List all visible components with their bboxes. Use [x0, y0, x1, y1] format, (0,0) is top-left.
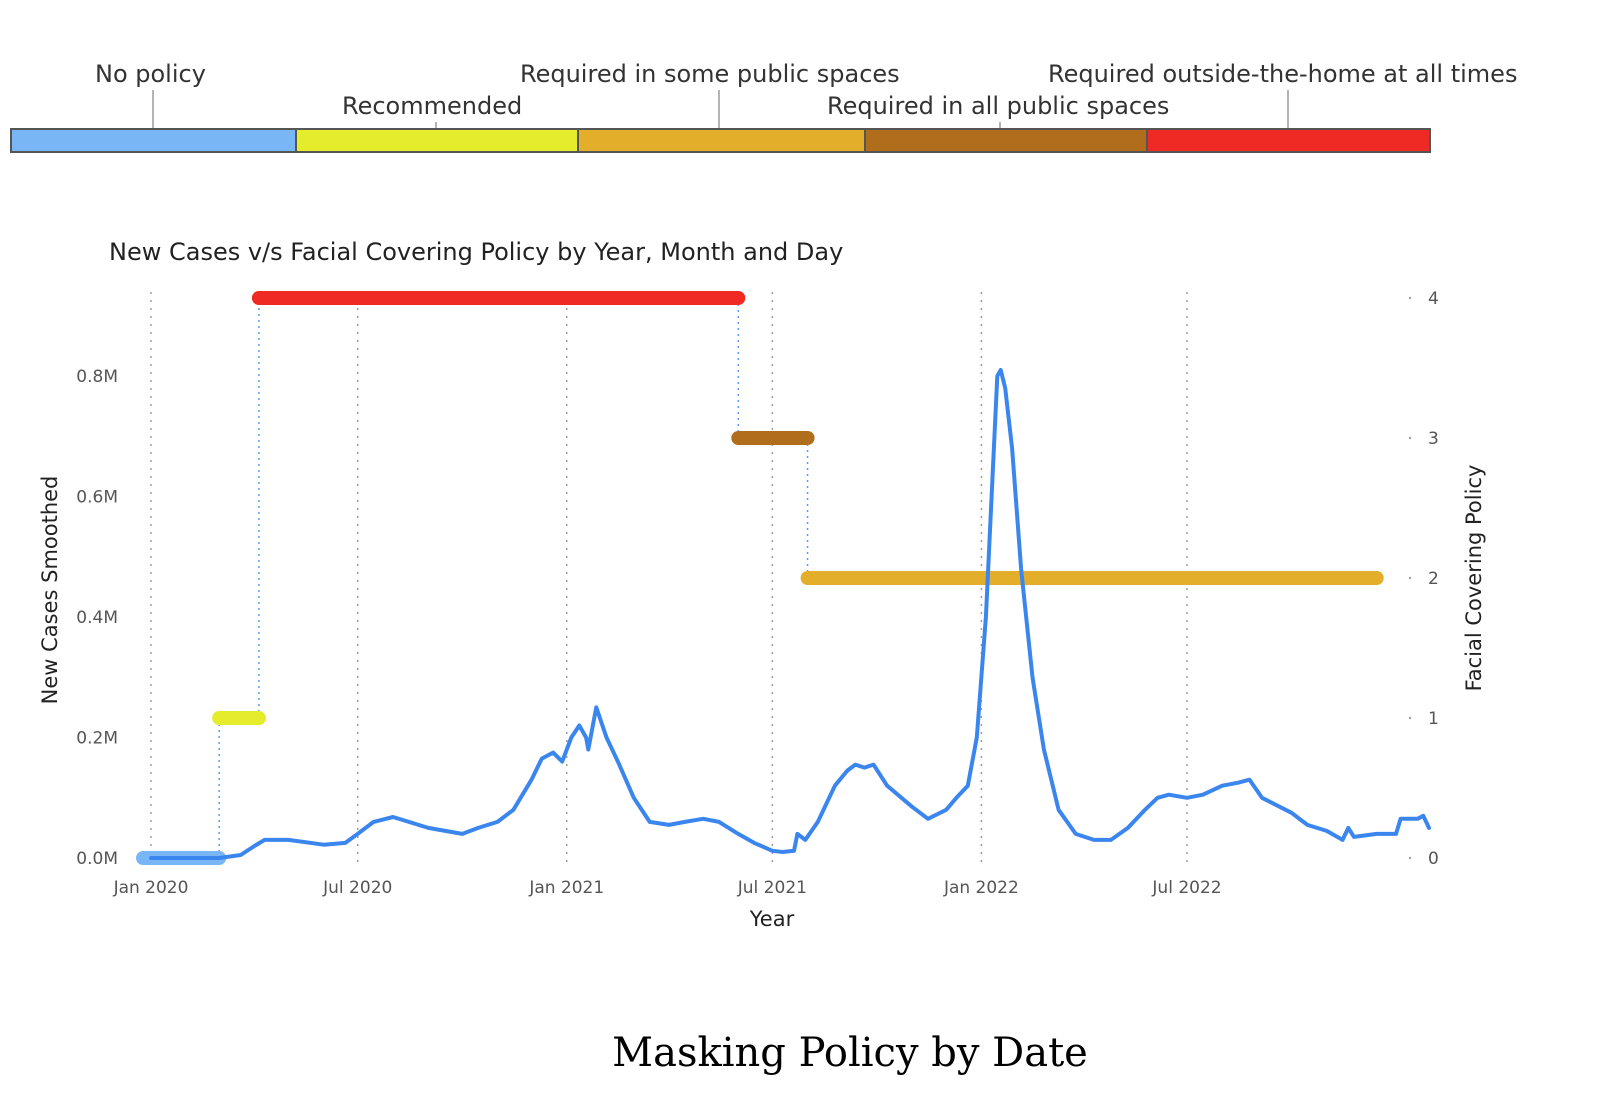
legend-label: Required outside-the-home at all times: [1048, 60, 1517, 88]
y-left-axis-title: New Cases Smoothed: [38, 476, 62, 705]
policy-legend: No policy Recommended Required in some pub…: [10, 60, 1517, 153]
y-right-tick-mark: [1408, 856, 1412, 860]
y-left-tick-label: 0.6M: [76, 488, 118, 508]
y-right-tick-mark: [1408, 436, 1412, 440]
y-right-tick-label: 4: [1428, 289, 1439, 309]
y-left-tick-label: 0.2M: [76, 729, 118, 749]
x-tick-label: Jul 2020: [322, 878, 392, 898]
x-tick-label: Jan 2020: [113, 878, 189, 898]
y-right-tick-mark: [1408, 576, 1412, 580]
figure-caption: Masking Policy by Date: [612, 1030, 1088, 1076]
y-right-tick-label: 1: [1428, 709, 1439, 729]
legend-label: No policy: [95, 60, 206, 88]
x-tick-label: Jul 2021: [737, 878, 807, 898]
x-axis-title: Year: [749, 907, 795, 931]
x-tick-label: Jan 2021: [528, 878, 604, 898]
y-right-tick-label: 2: [1428, 569, 1439, 589]
x-tick-label: Jul 2022: [1151, 878, 1221, 898]
legend-label: Required in all public spaces: [827, 92, 1169, 120]
legend-label: Recommended: [342, 92, 522, 120]
legend-label: Required in some public spaces: [520, 60, 900, 88]
y-right-tick-label: 0: [1428, 849, 1439, 869]
y-right-tick-label: 3: [1428, 429, 1439, 449]
y-right-tick-mark: [1408, 296, 1412, 300]
x-tick-label: Jan 2022: [943, 878, 1019, 898]
y-right-tick-mark: [1408, 716, 1412, 720]
chart-title: New Cases v/s Facial Covering Policy by …: [109, 238, 843, 266]
y-right-axis-title: Facial Covering Policy: [1462, 465, 1486, 692]
y-left-tick-label: 0.8M: [76, 367, 118, 387]
y-left-tick-label: 0.0M: [76, 849, 118, 869]
legend-swatch: [1146, 128, 1431, 153]
policy-cases-chart: New Cases v/s Facial Covering Policy by …: [38, 238, 1486, 931]
y-left-tick-label: 0.4M: [76, 608, 118, 628]
cases-line: [149, 368, 1431, 860]
